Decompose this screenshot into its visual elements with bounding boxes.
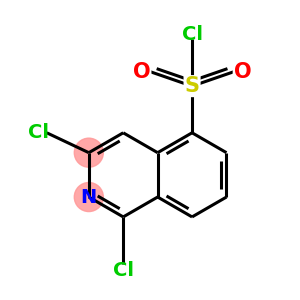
Text: Cl: Cl bbox=[182, 26, 203, 44]
Text: Cl: Cl bbox=[28, 123, 49, 142]
Circle shape bbox=[74, 182, 103, 212]
Text: N: N bbox=[81, 188, 97, 206]
Text: O: O bbox=[234, 61, 251, 82]
Circle shape bbox=[74, 138, 103, 167]
Text: O: O bbox=[133, 61, 150, 82]
Text: Cl: Cl bbox=[113, 261, 134, 280]
Text: S: S bbox=[184, 76, 200, 96]
